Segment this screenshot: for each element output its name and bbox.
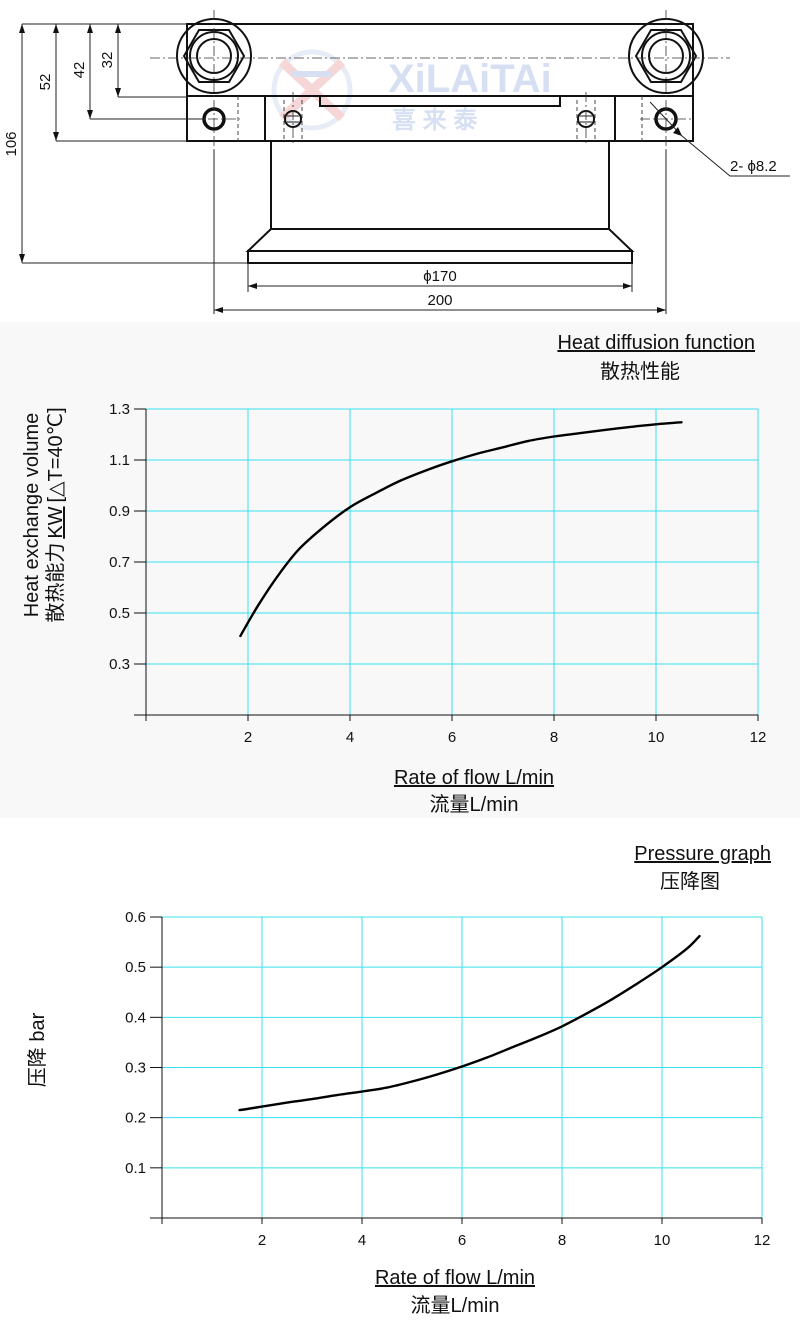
heat-ytick-label: 0.3: [109, 656, 130, 673]
pressure-xtick-label: 4: [358, 1232, 366, 1249]
heat-ytick-label: 0.9: [109, 503, 130, 520]
heat-xtick-label: 6: [448, 729, 456, 746]
pressure-xtick-label: 10: [654, 1232, 671, 1249]
technical-drawing: XiLAiTAi 喜 来 泰: [3, 10, 790, 314]
dim-diameter-170: ϕ170: [423, 268, 456, 285]
pressure-chart-series-line: [238, 934, 701, 1112]
dim-width-200: 200: [427, 292, 452, 309]
heat-chart-subtitle: 散热性能: [600, 360, 680, 383]
watermark-brand: XiLAiTAi: [388, 57, 552, 101]
dim-52: 52: [37, 74, 54, 91]
dim-holes: 2- ϕ8.2: [730, 158, 777, 175]
heat-ytick-label: 0.5: [109, 605, 130, 622]
pressure-xtick-label: 2: [258, 1232, 266, 1249]
pressure-ytick-label: 0.5: [125, 959, 146, 976]
technical-drawing-panel: XiLAiTAi 喜 来 泰: [0, 0, 800, 322]
heat-ytick-label: 0.7: [109, 554, 130, 571]
pressure-ytick-label: 0.4: [125, 1009, 146, 1026]
pressure-chart-ylabel: 压降 bar: [26, 1012, 49, 1087]
heat-ytick-label: 1.3: [109, 401, 130, 418]
heat-chart-axes: [134, 408, 759, 721]
pressure-chart-subtitle: 压降图: [660, 870, 720, 893]
dim-42: 42: [71, 62, 88, 79]
pressure-chart-xlabel-zh: 流量L/min: [411, 1294, 500, 1317]
horizontal-dimensions: ϕ170 200: [213, 150, 667, 314]
pressure-ytick-label: 0.6: [125, 909, 146, 926]
pressure-xtick-label: 12: [754, 1232, 771, 1249]
watermark-chinese: 喜 来 泰: [392, 106, 478, 134]
pressure-chart: Pressure graph 压降图 2 4 6 8 10 12 0.1 0.2 0.3 0.4 0…: [26, 843, 771, 1317]
pressure-xtick-label: 8: [558, 1232, 566, 1249]
heat-chart: Heat diffusion function 散热性能 2 4 6 8 10 12 0.3…: [21, 332, 766, 816]
heat-chart-grid: [146, 408, 759, 715]
heat-chart-panel: Heat diffusion function 散热性能 2 4 6 8 10 12 0.3…: [0, 322, 800, 818]
heat-xtick-label: 2: [244, 729, 252, 746]
pressure-chart-xlabel: Rate of flow L/min: [375, 1267, 535, 1289]
heat-chart-ylabel-zh: 散热能力: [44, 543, 67, 623]
heat-chart-ylabel-zh-group: 散热能力 KW [△T=40℃]: [44, 407, 67, 622]
pressure-chart-tick-labels: 2 4 6 8 10 12 0.1 0.2 0.3 0.4 0.5 0.6: [125, 909, 770, 1249]
heat-xtick-label: 12: [750, 729, 767, 746]
heat-chart-ylabel: Heat exchange volume: [21, 413, 43, 618]
heat-chart-tick-labels: 2 4 6 8 10 12 0.3 0.5 0.7 0.9 1.1 1.3: [109, 401, 766, 746]
heat-chart-ylabel-note: [△T=40℃]: [45, 407, 67, 502]
heat-xtick-label: 8: [550, 729, 558, 746]
heat-xtick-label: 10: [648, 729, 665, 746]
pressure-xtick-label: 6: [458, 1232, 466, 1249]
pressure-ytick-label: 0.2: [125, 1110, 146, 1127]
heat-ytick-label: 1.1: [109, 452, 130, 469]
dim-32: 32: [99, 52, 116, 69]
heat-chart-xlabel-zh: 流量L/min: [430, 793, 519, 816]
vertical-dimensions: 106 52 42 32: [3, 23, 248, 264]
dim-106: 106: [3, 131, 20, 156]
heat-chart-series-line: [239, 421, 683, 638]
pressure-chart-axes: [150, 916, 763, 1224]
pressure-chart-grid: [162, 916, 763, 1218]
heat-chart-title: Heat diffusion function: [557, 332, 755, 354]
pressure-ytick-label: 0.3: [125, 1060, 146, 1077]
pressure-chart-panel: Pressure graph 压降图 2 4 6 8 10 12 0.1 0.2 0.3 0.4 0…: [0, 818, 800, 1325]
watermark: XiLAiTAi 喜 来 泰: [271, 49, 552, 134]
pressure-chart-title: Pressure graph: [634, 843, 771, 865]
heat-chart-ylabel-unit: KW: [45, 506, 67, 538]
heat-xtick-label: 4: [346, 729, 354, 746]
hole-callout: 2- ϕ8.2: [649, 101, 790, 177]
pressure-ytick-label: 0.1: [125, 1160, 146, 1177]
heat-chart-xlabel: Rate of flow L/min: [394, 767, 554, 789]
